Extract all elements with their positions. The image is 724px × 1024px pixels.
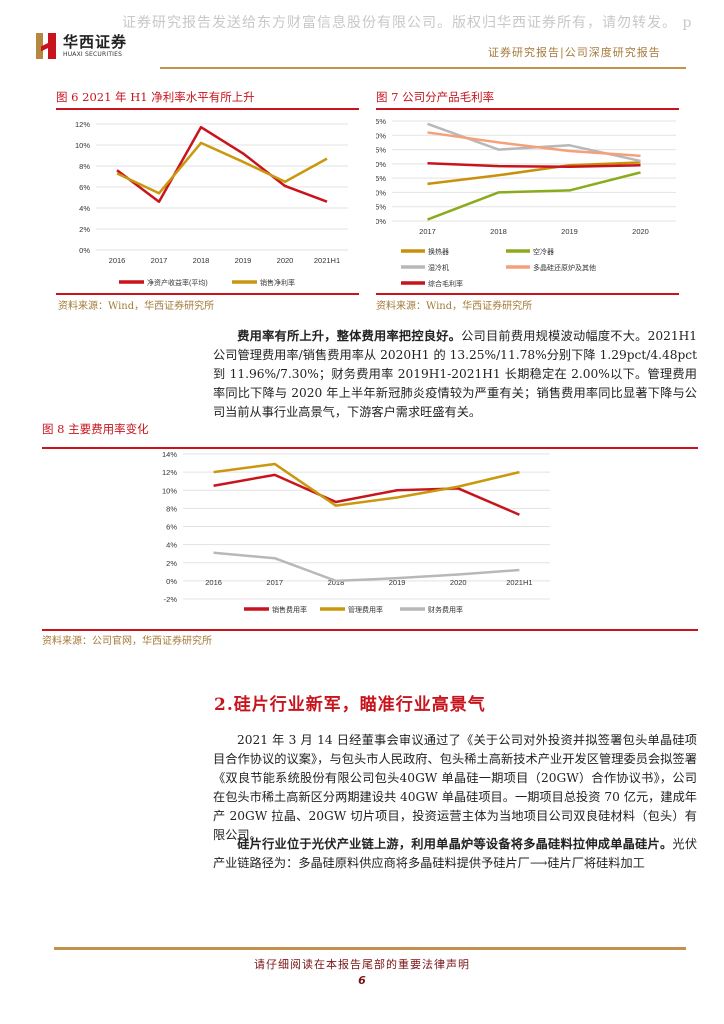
y-tick-label: 8%: [166, 504, 177, 513]
header-divider: [160, 67, 686, 69]
y-tick-label: 2%: [166, 559, 177, 568]
logo-name-cn: 华西证券: [63, 32, 128, 51]
figure-8-chart: -2% 0% 2% 4% 6% 8% 10% 12% 14% 2016 2017 2018 2019 20…: [162, 450, 550, 614]
figure-7-chart: 10% 15% 20% 25% 30% 35% 40% 45% 2017 2018 2019 2020…: [376, 117, 676, 288]
x-tick-label: 2017: [419, 227, 436, 236]
y-tick-label: 4%: [166, 541, 177, 550]
x-tick-label: 2019: [389, 578, 406, 587]
paragraph-wafer-industry-body: 光伏产业链路径为：多晶硅原料供应商将多晶硅料提供予硅片厂⟶硅片厂将硅料加工: [213, 837, 698, 870]
watermark-text: 证券研究报告发送给东方财富信息股份有限公司。版权归华西证券所有，请勿转发。 p: [122, 15, 693, 31]
legal-notice: 请仔细阅读在本报告尾部的重要法律声明: [254, 958, 470, 971]
series-line: [427, 161, 641, 186]
figure-8-top-rule: [42, 447, 698, 449]
y-tick-label: 0%: [166, 577, 177, 586]
figure-6-title: 图 6 2021 年 H1 净利率水平有所上升: [56, 90, 255, 104]
x-tick-label: 2021H1: [314, 256, 340, 265]
series-line: [427, 171, 641, 221]
logo-mark-icon: [36, 33, 56, 59]
y-tick-label: 35%: [376, 146, 386, 155]
y-tick-label: 8%: [79, 162, 90, 171]
figure-8-source: 资料来源：公司官网，华西证券研究所: [42, 636, 212, 647]
y-tick-label: 4%: [79, 204, 90, 213]
y-tick-label: 25%: [376, 174, 386, 183]
legend-label: 销售净利率: [260, 278, 295, 287]
figure-7-bottom-rule: [376, 293, 679, 295]
y-tick-label: 6%: [166, 523, 177, 532]
y-tick-label: 30%: [376, 160, 386, 169]
x-tick-label: 2017: [151, 256, 168, 265]
x-tick-label: 2020: [632, 227, 649, 236]
figure-6-bottom-rule: [56, 293, 359, 295]
y-tick-label: 12%: [75, 120, 90, 129]
y-tick-label: 0%: [79, 246, 90, 255]
paragraph-expense-ratio: 费用率有所上升，整体费用率把控良好。公司目前费用规模波动幅度不大。2021H1 …: [213, 327, 697, 422]
series-line: [213, 473, 520, 516]
section-2-heading: 2.硅片行业新军，瞄准行业高景气: [214, 695, 486, 715]
legend-label: 换热器: [428, 247, 449, 256]
legend-label: 净资产收益率(平均): [147, 278, 208, 287]
series-line: [427, 131, 641, 158]
x-tick-label: 2018: [328, 578, 345, 587]
y-tick-label: -2%: [164, 595, 178, 604]
x-tick-label: 2016: [109, 256, 126, 265]
series-line: [213, 462, 520, 507]
series-line: [427, 122, 641, 163]
legend-label: 综合毛利率: [428, 279, 463, 288]
paragraph-expense-ratio-body: 公司目前费用规模波动幅度不大。2021H1 公司管理费用率/销售费用率从 202…: [213, 329, 697, 419]
paragraph-wafer-industry-lead: 硅片行业位于光伏产业链上游，利用单晶炉等设备将多晶硅料拉伸成单晶硅片。: [237, 837, 673, 851]
legend-label: 空冷器: [533, 247, 554, 256]
y-tick-label: 10%: [75, 141, 90, 150]
y-tick-label: 12%: [162, 468, 177, 477]
paragraph-baotou-project-body: 2021 年 3 月 14 日经董事会审议通过了《关于公司对外投资并拟签署包头单…: [213, 733, 697, 842]
y-tick-label: 10%: [376, 217, 386, 226]
figure-6-chart: 0% 2% 4% 6% 8% 10% 12% 2016 2017 2018 2019 2020 2021…: [75, 120, 348, 287]
figure-7-top-rule: [376, 108, 679, 110]
legend-label: 财务费用率: [428, 605, 463, 614]
x-tick-label: 2019: [235, 256, 252, 265]
legend-label: 多晶硅还原炉及其他: [533, 263, 596, 272]
company-logo: 华西证券 HUAXI SECURITIES: [36, 33, 127, 59]
report-type-label: 证券研究报告|公司深度研究报告: [488, 46, 661, 59]
y-tick-label: 20%: [376, 188, 386, 197]
y-tick-label: 15%: [376, 203, 386, 212]
paragraph-expense-ratio-lead: 费用率有所上升，整体费用率把控良好。: [237, 329, 462, 343]
y-tick-label: 40%: [376, 131, 386, 140]
series-line: [427, 162, 641, 168]
x-tick-label: 2019: [561, 227, 578, 236]
x-tick-label: 2021H1: [506, 578, 532, 587]
legend-label: 销售费用率: [272, 605, 307, 614]
y-tick-label: 6%: [79, 183, 90, 192]
series-line: [213, 551, 520, 583]
figure-7-source: 资料来源：Wind，华西证券研究所: [376, 301, 533, 312]
y-tick-label: 45%: [376, 117, 386, 126]
x-tick-label: 2017: [266, 578, 283, 587]
figure-7-title: 图 7 公司分产品毛利率: [376, 90, 495, 104]
legend-label: 湿冷机: [428, 263, 449, 272]
x-tick-label: 2020: [450, 578, 467, 587]
series-line: [116, 141, 328, 195]
x-tick-label: 2016: [205, 578, 222, 587]
figure-6-source: 资料来源：Wind，华西证券研究所: [58, 301, 215, 312]
logo-name-en: HUAXI SECURITIES: [63, 50, 123, 58]
y-tick-label: 2%: [79, 225, 90, 234]
page-number: 6: [358, 974, 366, 987]
legend-label: 管理费用率: [348, 605, 383, 614]
paragraph-wafer-industry: 硅片行业位于光伏产业链上游，利用单晶炉等设备将多晶硅料拉伸成单晶硅片。光伏产业链…: [213, 835, 697, 873]
footer-divider: [54, 947, 686, 950]
x-tick-label: 2018: [193, 256, 210, 265]
y-tick-label: 10%: [162, 486, 177, 495]
x-tick-label: 2020: [277, 256, 294, 265]
figure-8-bottom-rule: [42, 629, 698, 631]
figure-6-top-rule: [56, 108, 359, 110]
x-tick-label: 2018: [490, 227, 507, 236]
figure-8-title: 图 8 主要费用率变化: [42, 422, 149, 436]
y-tick-label: 14%: [162, 450, 177, 459]
series-line: [116, 125, 328, 203]
paragraph-baotou-project: 2021 年 3 月 14 日经董事会审议通过了《关于公司对外投资并拟签署包头单…: [213, 731, 697, 845]
